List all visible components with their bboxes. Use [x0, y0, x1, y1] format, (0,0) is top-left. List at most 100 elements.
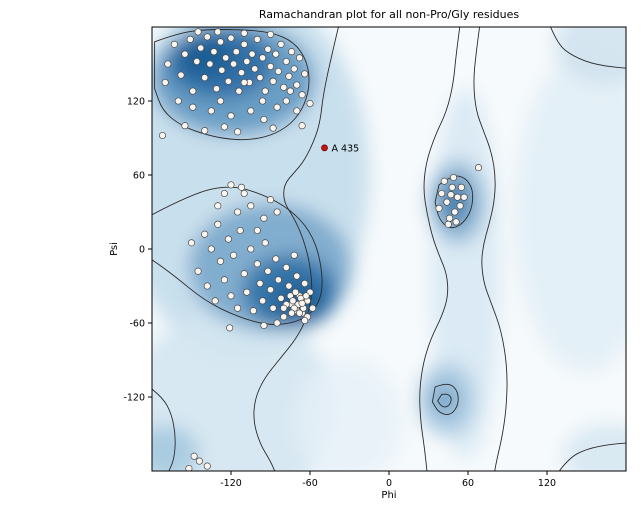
scatter-point: [203, 33, 211, 41]
scatter-point: [273, 208, 281, 216]
scatter-point: [240, 270, 248, 278]
scatter-point: [236, 226, 244, 235]
scatter-point: [289, 297, 297, 305]
scatter-point: [220, 276, 228, 284]
scatter-point: [187, 239, 196, 247]
scatter-point: [457, 183, 465, 191]
scatter-point: [247, 245, 255, 253]
scatter-point: [447, 191, 455, 199]
scatter-point: [230, 251, 238, 259]
x-tick-label: 60: [462, 478, 474, 489]
scatter-point: [222, 54, 230, 62]
scatter-point: [248, 50, 256, 58]
density-blob: [553, 27, 626, 85]
scatter-layer: [158, 28, 483, 471]
scatter-point: [452, 218, 460, 226]
contour-lower-right-small: [431, 383, 459, 415]
scatter-point: [266, 196, 275, 204]
scatter-point: [282, 97, 290, 105]
scatter-point: [435, 204, 443, 212]
y-tick-label: -120: [123, 393, 145, 404]
scatter-point: [259, 54, 267, 62]
scatter-point: [460, 193, 468, 201]
density-blob: [296, 360, 403, 471]
x-tick-label: -120: [220, 478, 242, 489]
scatter-point: [301, 70, 309, 78]
scatter-point: [264, 45, 272, 53]
scatter-point: [293, 81, 301, 89]
density-blob: [175, 38, 234, 78]
scatter-point: [269, 77, 277, 85]
scatter-point: [282, 263, 290, 272]
scatter-point: [446, 214, 454, 222]
scatter-point: [443, 198, 451, 206]
scatter-point: [260, 214, 268, 222]
scatter-point: [194, 28, 202, 36]
scatter-point: [260, 321, 268, 330]
scatter-point: [216, 38, 225, 46]
scatter-point: [216, 97, 225, 105]
scatter-point: [203, 282, 211, 290]
scatter-point: [451, 208, 459, 216]
chart-title: Ramachandran plot for all non-Pro/Gly re…: [259, 8, 520, 21]
scatter-point: [240, 78, 248, 87]
scatter-point: [293, 107, 301, 115]
y-tick-label: 0: [139, 245, 145, 256]
contour-right-outer-left: [419, 27, 461, 471]
scatter-point: [220, 189, 228, 198]
scatter-point: [249, 307, 257, 315]
scatter-point: [232, 48, 240, 56]
scatter-point: [291, 288, 300, 296]
scatter-point: [224, 77, 232, 85]
scatter-point: [234, 304, 242, 312]
scatter-point: [243, 288, 251, 296]
scatter-point: [277, 294, 285, 302]
scatter-point: [240, 189, 248, 198]
scatter-point: [269, 124, 277, 132]
scatter-point: [288, 309, 296, 317]
scatter-point: [302, 292, 310, 300]
scatter-point: [210, 48, 218, 56]
axis-ticks: -120 -60 0 60 120 120 60 0 -60 -120: [123, 97, 556, 490]
scatter-point: [201, 127, 209, 135]
scatter-point: [211, 297, 219, 305]
highlight-label: A 435: [332, 143, 360, 154]
scatter-point: [261, 239, 269, 247]
scatter-point: [237, 183, 246, 191]
scatter-point: [273, 319, 281, 327]
scatter-point: [272, 255, 280, 263]
scatter-point: [234, 208, 242, 216]
scatter-point: [207, 107, 215, 115]
contour-lalpha-inner: [434, 175, 474, 229]
scatter-point: [240, 40, 248, 48]
scatter-point: [227, 181, 235, 189]
scatter-point: [201, 230, 209, 238]
scatter-point: [201, 74, 209, 82]
scatter-point: [256, 279, 264, 288]
scatter-point: [298, 122, 306, 130]
scatter-point: [253, 226, 261, 235]
scatter-point: [301, 279, 309, 288]
scatter-point: [290, 251, 298, 259]
scatter-point: [444, 220, 452, 228]
scatter-point: [306, 99, 314, 108]
scatter-point: [295, 309, 304, 317]
scatter-point: [174, 97, 182, 105]
scatter-point: [280, 313, 288, 321]
scatter-point: [253, 35, 261, 43]
contour-bottom-left-edge: [152, 388, 176, 471]
scatter-point: [274, 276, 282, 284]
scatter-point: [272, 50, 280, 58]
density-blob: [152, 310, 337, 471]
scatter-point: [195, 457, 203, 465]
scatter-point: [286, 87, 294, 95]
scatter-point: [285, 72, 293, 80]
scatter-point: [161, 78, 169, 87]
scatter-point: [449, 173, 458, 182]
scatter-point: [243, 57, 251, 66]
scatter-point: [189, 103, 197, 111]
scatter-point: [230, 60, 238, 68]
scatter-point: [277, 40, 285, 48]
scatter-point: [214, 220, 222, 228]
